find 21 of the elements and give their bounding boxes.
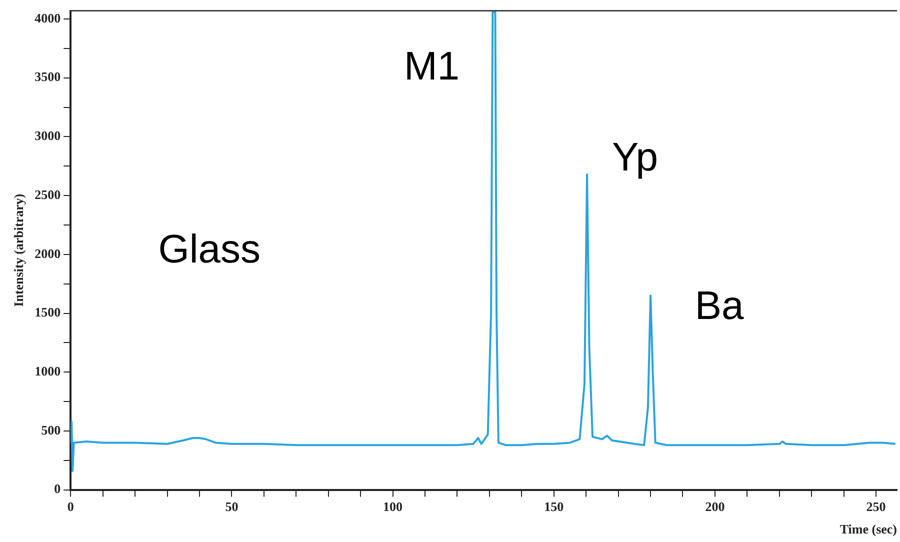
y-tick-label: 0 — [54, 481, 61, 496]
annotation: Glass — [158, 227, 261, 272]
x-tick-label: 200 — [705, 498, 725, 514]
y-tick-label: 3000 — [34, 128, 61, 144]
x-axis-title: Time (sec) — [840, 522, 897, 537]
x-tick-label: 250 — [866, 498, 886, 514]
y-tick-label: 3500 — [34, 69, 61, 84]
x-tick-label: 50 — [225, 498, 238, 514]
y-tick-label: 1000 — [34, 363, 61, 378]
y-tick-label: 1500 — [34, 304, 61, 320]
y-tick-label: 2500 — [34, 186, 61, 202]
x-tick-label: 0 — [67, 498, 74, 514]
annotation: Ba — [694, 284, 745, 328]
x-tick-label: 100 — [383, 498, 403, 514]
y-tick-label: 2000 — [34, 246, 61, 261]
annotation: M1 — [404, 44, 460, 88]
y-axis-title: Intensity (arbitrary) — [11, 194, 26, 307]
y-tick-label: 500 — [41, 422, 61, 438]
y-tick-label: 4000 — [34, 10, 61, 26]
annotation: Yp — [612, 135, 658, 180]
x-tick-label: 150 — [544, 498, 564, 514]
